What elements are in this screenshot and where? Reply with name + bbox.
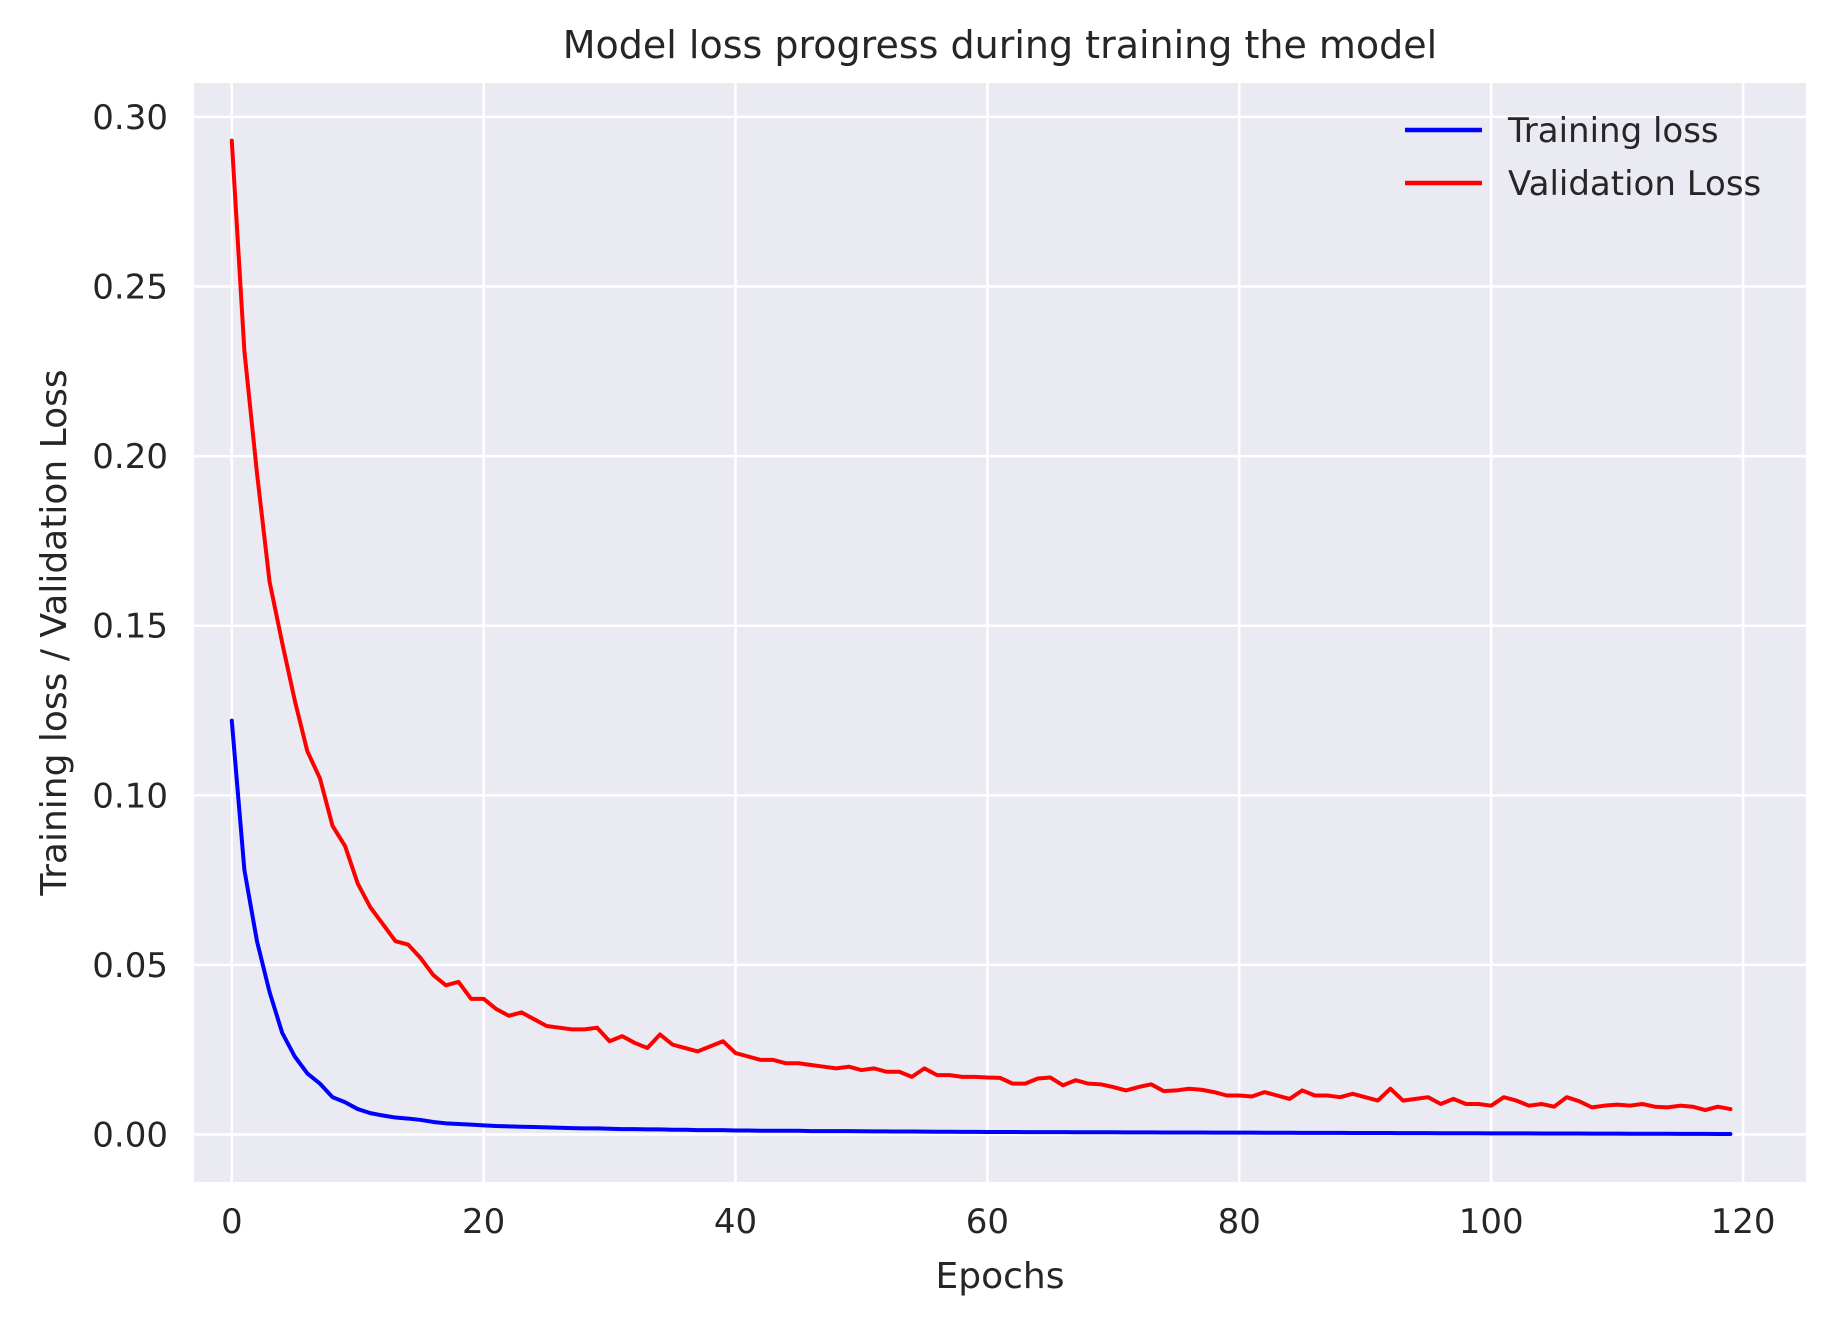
y-axis-label: Training loss / Validation Loss bbox=[34, 369, 75, 896]
x-tick-label: 120 bbox=[1711, 1202, 1776, 1242]
x-axis-ticks: 0 20 40 60 80 100 120 bbox=[221, 1202, 1776, 1242]
x-tick-label: 100 bbox=[1459, 1202, 1524, 1242]
x-axis-label: Epochs bbox=[936, 1256, 1065, 1297]
legend-label-training-loss: Training loss bbox=[1507, 111, 1719, 151]
series-group bbox=[229, 138, 1733, 1136]
series-line-validation-loss bbox=[229, 138, 1733, 1113]
y-tick-label: 0.15 bbox=[92, 607, 168, 647]
y-tick-label: 0.10 bbox=[92, 776, 168, 816]
plot-area bbox=[194, 83, 1806, 1182]
x-tick-label: 40 bbox=[714, 1202, 757, 1242]
y-tick-label: 0.05 bbox=[92, 946, 168, 986]
legend: Training loss Validation Loss bbox=[1405, 111, 1761, 204]
x-tick-label: 80 bbox=[1218, 1202, 1261, 1242]
x-tick-label: 60 bbox=[966, 1202, 1009, 1242]
grid bbox=[194, 83, 1806, 1182]
x-tick-label: 20 bbox=[462, 1202, 505, 1242]
y-tick-label: 0.20 bbox=[92, 437, 168, 477]
y-tick-label: 0.00 bbox=[92, 1116, 168, 1156]
legend-label-validation-loss: Validation Loss bbox=[1508, 164, 1761, 204]
x-tick-label: 0 bbox=[221, 1202, 243, 1242]
chart-title: Model loss progress during training the … bbox=[563, 23, 1438, 67]
y-tick-label: 0.30 bbox=[92, 98, 168, 138]
y-axis-ticks: 0.00 0.05 0.10 0.15 0.20 0.25 0.30 bbox=[92, 98, 168, 1156]
y-tick-label: 0.25 bbox=[92, 268, 168, 308]
series-line-training-loss bbox=[229, 718, 1733, 1136]
